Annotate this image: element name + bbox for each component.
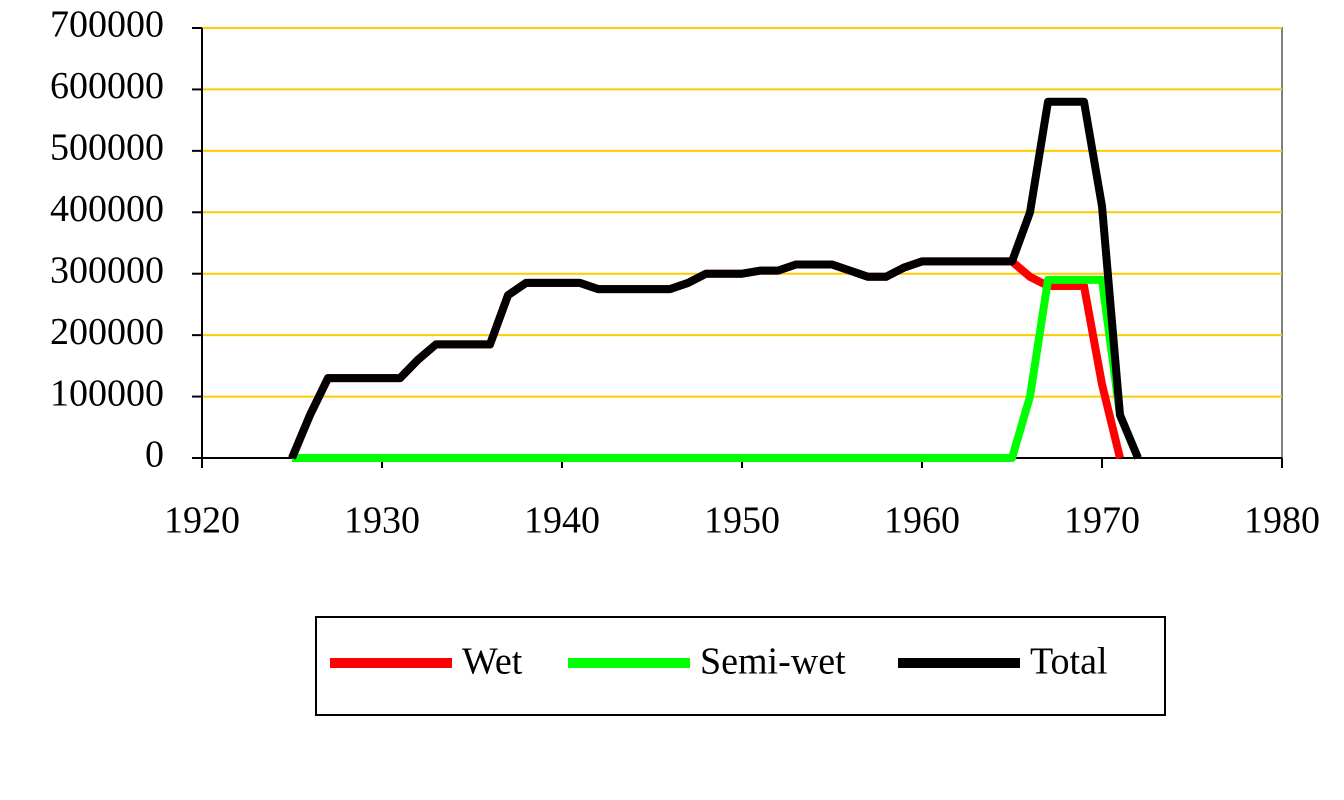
x-tick-label: 1960: [884, 500, 960, 542]
legend-label: Semi-wet: [700, 641, 846, 683]
legend-box: [315, 616, 1166, 716]
y-tick-label: 200000: [50, 311, 164, 353]
x-tick-label: 1940: [524, 500, 600, 542]
y-tick-label: 400000: [50, 188, 164, 230]
legend-label: Wet: [462, 641, 523, 683]
x-tick-label: 1970: [1064, 500, 1140, 542]
y-tick-label: 100000: [50, 372, 164, 414]
x-tick-label: 1920: [164, 500, 240, 542]
legend-label: Total: [1030, 641, 1108, 683]
series-line: [288, 97, 1142, 460]
series-line: [292, 275, 1142, 462]
y-tick-label: 0: [145, 434, 164, 476]
y-tick-label: 600000: [50, 65, 164, 107]
y-tick-label: 500000: [50, 127, 164, 169]
y-tick-label: 300000: [50, 249, 164, 291]
x-tick-label: 1950: [704, 500, 780, 542]
x-tick-label: 1980: [1244, 500, 1320, 542]
x-tick-label: 1930: [344, 500, 420, 542]
y-tick-label: 700000: [50, 4, 164, 46]
